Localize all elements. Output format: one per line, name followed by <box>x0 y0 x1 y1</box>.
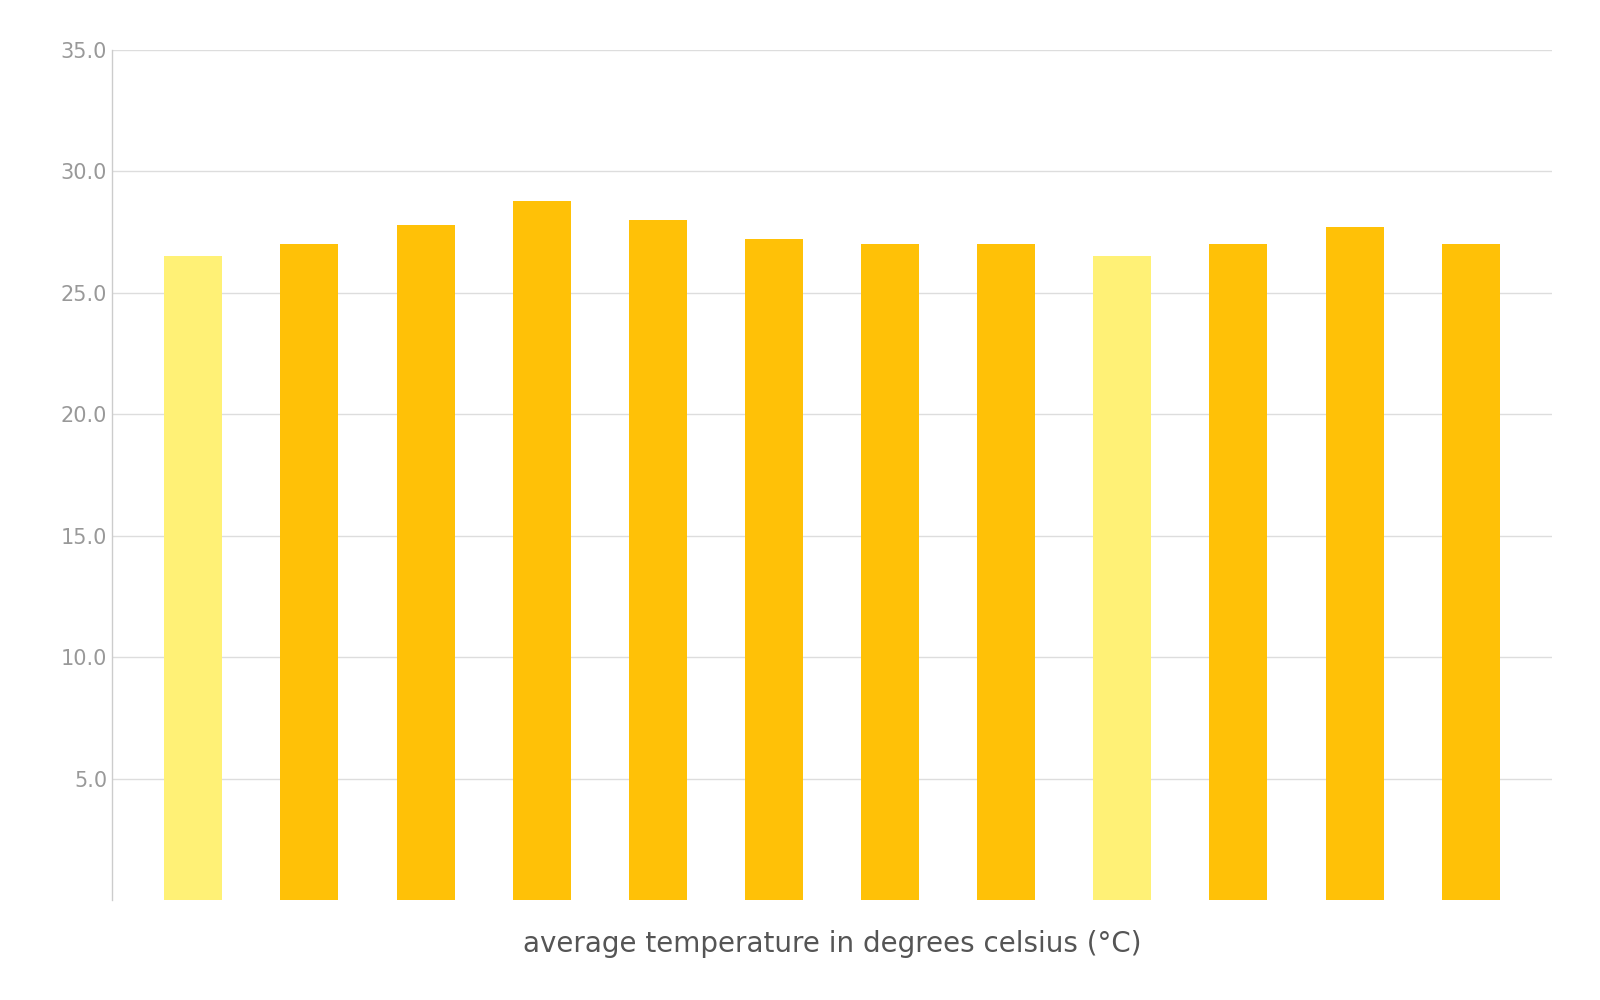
Bar <box>978 244 1035 900</box>
Bar <box>1442 244 1499 900</box>
Bar <box>1093 256 1152 900</box>
Bar <box>397 225 454 900</box>
Bar <box>629 220 686 900</box>
Bar <box>280 244 339 900</box>
Bar <box>861 244 918 900</box>
Bar <box>746 239 803 900</box>
Bar <box>165 256 222 900</box>
Bar <box>1210 244 1267 900</box>
Bar <box>512 201 571 900</box>
Bar <box>1325 227 1384 900</box>
X-axis label: average temperature in degrees celsius (°C): average temperature in degrees celsius (… <box>523 930 1141 958</box>
